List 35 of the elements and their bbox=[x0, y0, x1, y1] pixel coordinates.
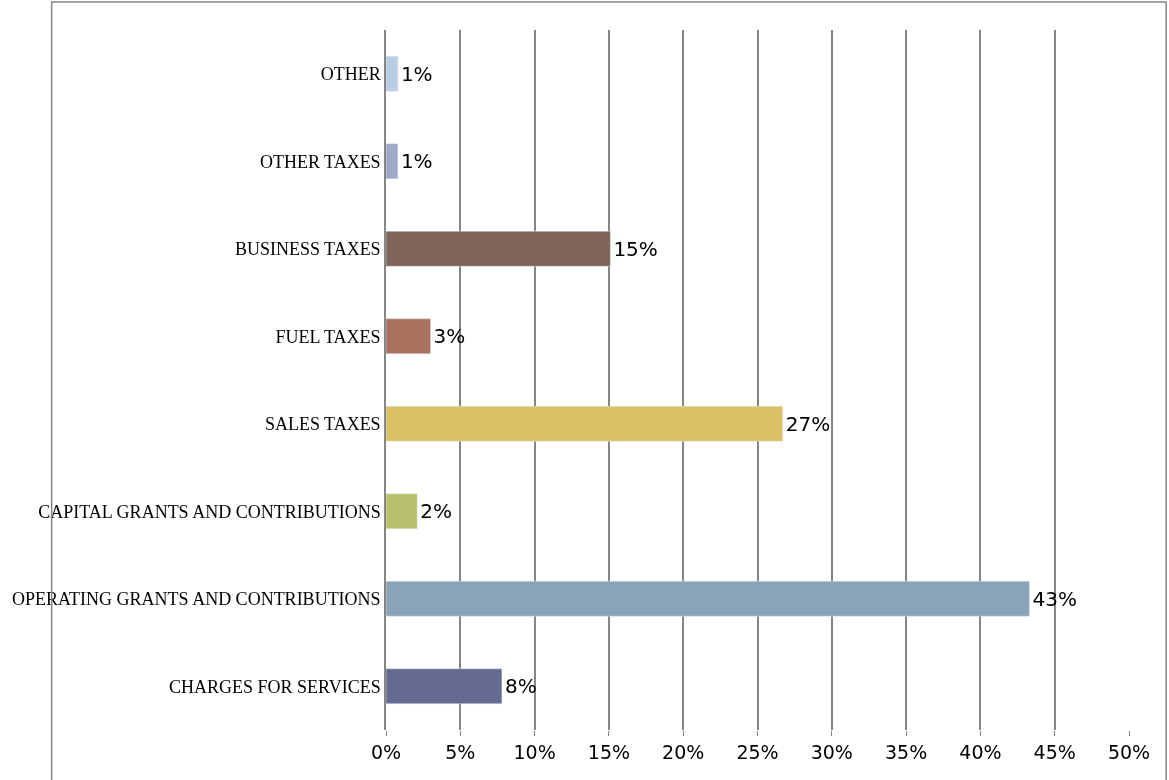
y-tick-label: OPERATING GRANTS AND CONTRIBUTIONS bbox=[12, 589, 381, 610]
bar bbox=[386, 668, 503, 704]
y-tick-label: OTHER TAXES bbox=[259, 151, 381, 172]
data-label: 1% bbox=[400, 149, 433, 174]
x-tick-label: 45% bbox=[1033, 740, 1076, 763]
x-tick-label: 50% bbox=[1107, 740, 1151, 763]
y-tick-label: OTHER bbox=[320, 64, 381, 85]
x-tick-label: 5% bbox=[445, 740, 476, 763]
bar bbox=[386, 406, 784, 442]
bar bbox=[386, 143, 399, 179]
x-tick-label: 35% bbox=[884, 740, 928, 763]
x-tick-label: 15% bbox=[587, 740, 631, 763]
x-tick-label: 10% bbox=[513, 740, 556, 763]
bar bbox=[386, 581, 1030, 617]
bar bbox=[386, 231, 611, 267]
data-label: 2% bbox=[420, 499, 452, 524]
x-tick-label: 25% bbox=[736, 740, 779, 763]
data-label: 15% bbox=[613, 236, 658, 261]
bar bbox=[386, 56, 399, 92]
y-tick-label: CHARGES FOR SERVICES bbox=[169, 676, 381, 697]
bar bbox=[386, 493, 418, 529]
data-label: 8% bbox=[504, 674, 537, 699]
x-tick-label: 30% bbox=[810, 740, 853, 763]
data-label: 43% bbox=[1032, 586, 1077, 611]
x-tick-label: 20% bbox=[662, 740, 705, 763]
data-label: 1% bbox=[400, 61, 433, 86]
bar bbox=[386, 318, 431, 354]
x-tick-label: 40% bbox=[959, 740, 1002, 763]
y-tick-label: FUEL TAXES bbox=[275, 326, 381, 347]
y-tick-label: BUSINESS TAXES bbox=[234, 239, 381, 260]
data-label: 27% bbox=[785, 411, 831, 436]
y-tick-label: CAPITAL GRANTS AND CONTRIBUTIONS bbox=[38, 501, 381, 522]
y-tick-label: SALES TAXES bbox=[264, 414, 381, 435]
x-tick-label: 0% bbox=[370, 740, 402, 763]
data-label: 3% bbox=[433, 324, 466, 349]
